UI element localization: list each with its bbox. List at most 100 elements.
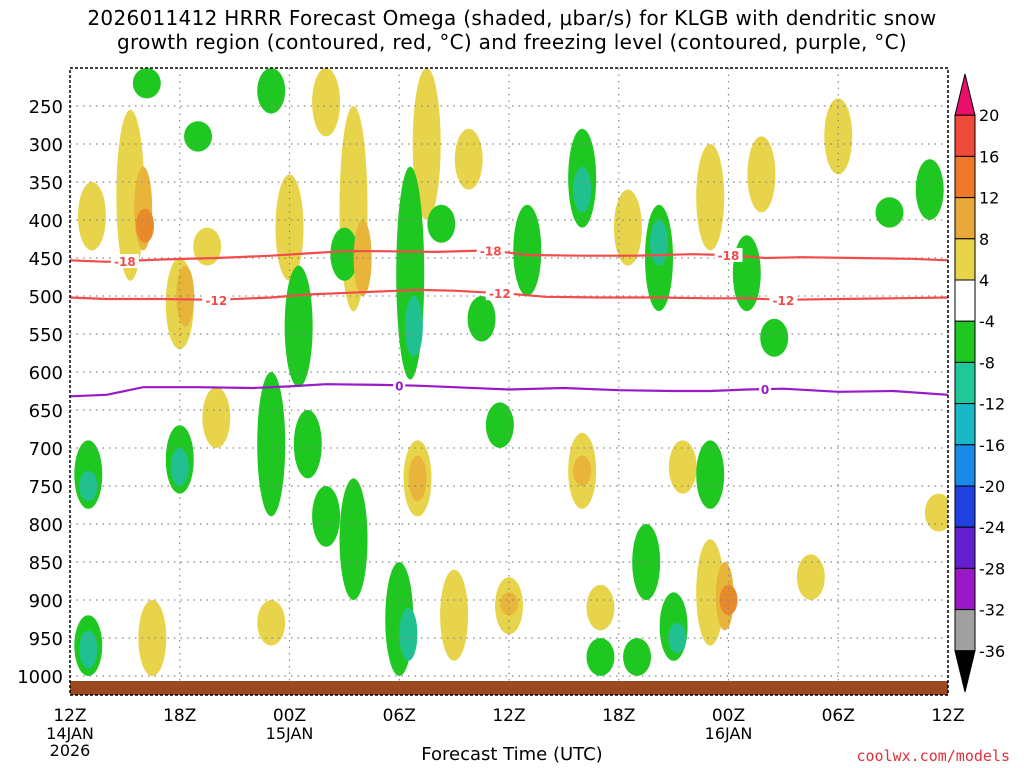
chart-title-line1: 2026011412 HRRR Forecast Omega (shaded, … (87, 6, 937, 30)
colorbar-top-triangle (954, 73, 976, 116)
colorbar-box (954, 279, 976, 322)
x-tick-date: 14JAN (46, 724, 94, 743)
x-tick-label: 12Z (53, 706, 86, 726)
y-tick-label: 850 (29, 553, 63, 574)
y-tick-label: 800 (29, 515, 63, 536)
contour-label: -18 (718, 249, 740, 263)
omega-cell-yellow (796, 554, 825, 600)
contour-label: 0 (395, 379, 403, 393)
omega-cell-teal (668, 622, 687, 654)
contour-label: 0 (761, 383, 769, 397)
omega-cell-yellow (312, 68, 341, 137)
y-tick-label: 700 (29, 439, 63, 460)
y-tick-label: 350 (29, 173, 63, 194)
colorbar-box (954, 485, 976, 528)
omega-cell-yellow (824, 98, 853, 175)
contour-label: -12 (205, 294, 227, 308)
omega-cell-yellow (696, 144, 725, 251)
omega-cell-green (513, 204, 542, 296)
y-tick-label: 1000 (17, 667, 63, 688)
omega-cell-yellow (440, 569, 469, 661)
omega-cell-yellow (613, 189, 642, 266)
colorbar-label: -24 (979, 518, 1005, 537)
omega-cell-orange (719, 584, 738, 616)
y-tick-label: 450 (29, 249, 63, 270)
contour-label-bg (393, 378, 406, 393)
y-tick-label: 400 (29, 211, 63, 232)
colorbar-box (954, 238, 976, 281)
omega-cell-yellow (454, 128, 483, 190)
y-tick-label: 750 (29, 477, 63, 498)
omega-cell-orange (135, 208, 154, 243)
omega-cell-teal (573, 166, 592, 213)
omega-cell-green (427, 204, 456, 243)
plot-frame (69, 67, 949, 696)
x-tick-label: 00Z (712, 706, 745, 726)
x-tick-year: 2026 (50, 741, 91, 760)
colorbar-box (954, 361, 976, 405)
y-tick-label: 300 (29, 135, 63, 156)
colorbar-label: 12 (979, 189, 999, 208)
contour-label-bg (714, 247, 743, 262)
contour-label-bg (110, 254, 139, 269)
colorbar-label: 20 (979, 106, 999, 125)
colorbar-box (954, 567, 976, 611)
omega-cell-green (623, 638, 652, 676)
colorbar-label: -36 (979, 642, 1005, 661)
colorbar-label: -32 (979, 601, 1005, 620)
omega-cell-green (485, 402, 514, 449)
omega-cell-green (586, 638, 615, 676)
omega-cell-teal (649, 220, 668, 266)
ground-fill (70, 681, 948, 695)
colorbar-label: -16 (979, 436, 1005, 455)
omega-cell-yellow (77, 182, 106, 251)
omega-cell-green (467, 296, 496, 342)
y-tick-label: 250 (29, 97, 63, 118)
contour-label-bg (485, 286, 514, 301)
omega-cell-green (293, 410, 322, 479)
x-tick-label: 12Z (492, 706, 525, 726)
colorbar-box (954, 155, 976, 199)
omega-cell-green (284, 265, 313, 388)
omega-cell-yellow (257, 600, 286, 646)
colorbar-label: 4 (979, 271, 989, 290)
contour-label-bg (476, 243, 505, 258)
omega-cell-orange_light (408, 455, 427, 502)
contour-label: -12 (773, 294, 795, 308)
omega-cell-green (760, 318, 789, 357)
x-tick-label: 00Z (273, 706, 306, 726)
omega-cell-green (632, 524, 661, 600)
colorbar-box (954, 114, 976, 157)
colorbar-box (954, 444, 976, 487)
omega-cell-green (339, 478, 368, 600)
colorbar-box (954, 403, 976, 446)
x-tick-date: 16JAN (705, 724, 753, 743)
colorbar-bottom-triangle (954, 650, 976, 693)
y-tick-label: 950 (29, 629, 63, 650)
y-tick-label: 600 (29, 363, 63, 384)
omega-cell-yellow (275, 174, 304, 281)
x-tick-label: 06Z (822, 706, 855, 726)
omega-cell-green (915, 159, 944, 221)
omega-cell-yellow (696, 539, 725, 646)
colorbar-box (954, 526, 976, 569)
x-tick-date: 15JAN (266, 724, 314, 743)
contour-label: -18 (480, 244, 502, 258)
colorbar-label: -20 (979, 477, 1005, 496)
omega-cell-green (696, 440, 725, 509)
contour-label: -12 (489, 287, 511, 301)
y-axis: 250 300 350 400 450 500 550 600 650 700 750 800 850 9… (17, 97, 63, 688)
y-tick-label: 900 (29, 591, 63, 612)
contour-label-bg (769, 292, 798, 307)
colorbar-box (954, 609, 976, 652)
omega-cell-orange_light (573, 455, 592, 486)
omega-cell-yellow (924, 493, 948, 532)
omega-cell-teal (79, 470, 98, 502)
omega-cell-green (875, 197, 904, 228)
omega-cell-green (184, 121, 213, 152)
omega-cell-green (257, 68, 286, 114)
omega-cell-green (132, 68, 161, 99)
omega-cell-yellow (747, 136, 776, 213)
